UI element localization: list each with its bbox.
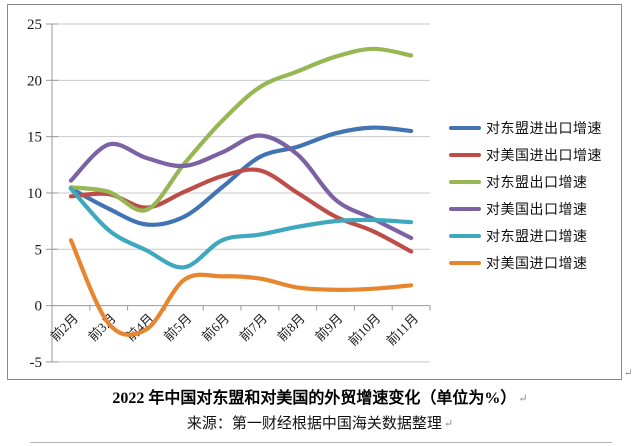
legend-label: 对美国进口增速 <box>486 256 588 272</box>
legend-line-swatch <box>449 152 481 157</box>
legend-line-swatch <box>449 233 481 238</box>
caption-title-text: 2022 年中国对东盟和对美国的外贸增速变化（单位为%） <box>112 390 517 407</box>
chart-source-line: 来源：第一财经根据中国海关数据整理 ↵ <box>0 412 640 433</box>
legend-item: 对美国进口增速 <box>449 249 602 276</box>
legend-item: 对东盟进出口增速 <box>449 114 602 141</box>
paragraph-return-mark: ↵ <box>443 418 454 430</box>
chart-caption-title: 2022 年中国对东盟和对美国的外贸增速变化（单位为%） ↵ <box>0 384 640 408</box>
legend-line-swatch <box>449 206 481 211</box>
paragraph-return-mark: ↵ <box>624 368 633 379</box>
legend-line-swatch <box>449 125 481 130</box>
source-text: 来源：第一财经根据中国海关数据整理 <box>186 416 442 432</box>
legend-line-swatch <box>449 260 481 265</box>
divider-line <box>30 442 612 443</box>
legend-label: 对东盟进出口增速 <box>486 121 602 137</box>
paragraph-return-mark: ↵ <box>518 393 528 405</box>
legend-label: 对美国出口增速 <box>486 202 588 218</box>
legend-line-swatch <box>449 179 481 184</box>
legend-label: 对美国进出口增速 <box>486 148 602 164</box>
legend-item: 对东盟进口增速 <box>449 222 602 249</box>
legend-label: 对东盟进口增速 <box>486 229 588 245</box>
legend-item: 对美国出口增速 <box>449 195 602 222</box>
legend-item: 对美国进出口增速 <box>449 141 602 168</box>
legend-item: 对东盟出口增速 <box>449 168 602 195</box>
chart-legend: 对东盟进出口增速 对美国进出口增速 对东盟出口增速 对美国出口增速 对东盟进口增速 对美国… <box>449 114 602 276</box>
legend-label: 对东盟出口增速 <box>486 175 588 191</box>
